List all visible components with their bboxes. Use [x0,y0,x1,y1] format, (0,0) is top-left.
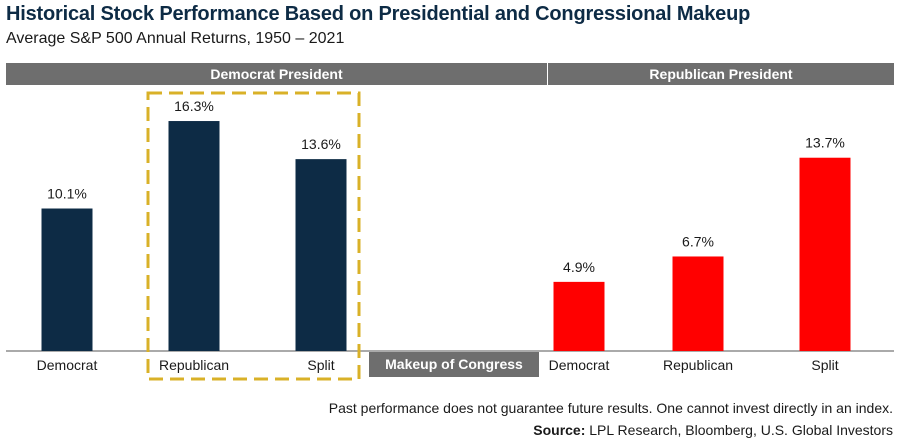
source-line: Source: LPL Research, Bloomberg, U.S. Gl… [533,422,893,438]
category-label-dem-pres-democrat: Democrat [37,357,98,373]
chart-title: Historical Stock Performance Based on Pr… [6,3,751,25]
footnote: Past performance does not guarantee futu… [328,400,893,416]
value-label-rep-pres-split: 13.7% [805,135,845,151]
bar-rep-pres-split [799,157,851,351]
source-label: Source: [533,422,586,438]
value-label-dem-pres-democrat: 10.1% [47,186,87,202]
source-text: LPL Research, Bloomberg, U.S. Global Inv… [585,422,893,438]
highlight-box [146,91,361,381]
bar-rep-pres-democrat [553,281,605,351]
republican-president-band: Republican President [548,63,894,85]
category-label-rep-pres-democrat: Democrat [549,357,610,373]
category-label-dem-pres-republican: Republican [159,357,229,373]
bar-dem-pres-republican [168,121,220,351]
bar-dem-pres-split [295,159,347,351]
value-label-dem-pres-republican: 16.3% [174,98,214,114]
value-label-rep-pres-democrat: 4.9% [563,259,595,275]
makeup-of-congress-label: Makeup of Congress [369,352,539,377]
value-label-rep-pres-republican: 6.7% [682,233,714,249]
bar-dem-pres-democrat [41,208,93,351]
category-label-rep-pres-split: Split [811,357,838,373]
value-label-dem-pres-split: 13.6% [301,136,341,152]
category-label-dem-pres-split: Split [307,357,334,373]
democrat-president-band: Democrat President [6,63,547,85]
category-label-rep-pres-republican: Republican [663,357,733,373]
bar-rep-pres-republican [672,256,724,351]
chart-subtitle: Average S&P 500 Annual Returns, 1950 – 2… [6,30,345,47]
